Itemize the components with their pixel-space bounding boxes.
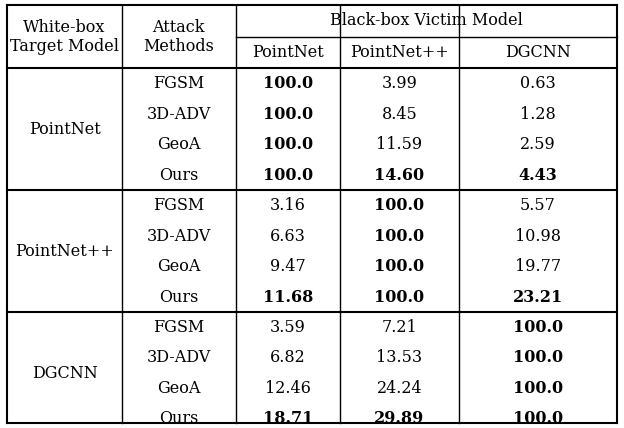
Text: 100.0: 100.0 (263, 166, 313, 184)
Text: 100.0: 100.0 (374, 228, 424, 244)
Text: PointNet: PointNet (29, 121, 100, 138)
Text: 3D-ADV: 3D-ADV (147, 350, 211, 366)
Text: 100.0: 100.0 (263, 106, 313, 123)
Text: Ours: Ours (159, 288, 198, 306)
Text: 14.60: 14.60 (374, 166, 424, 184)
Text: 100.0: 100.0 (512, 319, 563, 336)
Text: 23.21: 23.21 (512, 288, 563, 306)
Text: DGCNN: DGCNN (32, 365, 97, 382)
Text: PointNet: PointNet (252, 44, 324, 61)
Text: 9.47: 9.47 (270, 258, 306, 275)
Text: 0.63: 0.63 (520, 75, 555, 92)
Text: FGSM: FGSM (153, 75, 205, 92)
Text: Black-box Victim Model: Black-box Victim Model (329, 12, 523, 30)
Text: GeoA: GeoA (157, 136, 200, 153)
Text: 6.63: 6.63 (270, 228, 306, 244)
Text: 7.21: 7.21 (381, 319, 417, 336)
Text: 100.0: 100.0 (512, 350, 563, 366)
Text: 5.57: 5.57 (520, 197, 555, 214)
Text: GeoA: GeoA (157, 258, 200, 275)
Text: FGSM: FGSM (153, 197, 205, 214)
Text: 3.99: 3.99 (381, 75, 417, 92)
Text: 100.0: 100.0 (374, 197, 424, 214)
Text: DGCNN: DGCNN (505, 44, 570, 61)
Text: PointNet++: PointNet++ (15, 243, 114, 260)
Text: 24.24: 24.24 (376, 380, 422, 397)
Text: 4.43: 4.43 (518, 166, 557, 184)
Text: FGSM: FGSM (153, 319, 205, 336)
Text: 100.0: 100.0 (374, 258, 424, 275)
Text: GeoA: GeoA (157, 380, 200, 397)
Text: 11.59: 11.59 (376, 136, 422, 153)
Text: 11.68: 11.68 (263, 288, 313, 306)
Text: 2.59: 2.59 (520, 136, 555, 153)
Text: Ours: Ours (159, 166, 198, 184)
Text: 13.53: 13.53 (376, 350, 422, 366)
Text: 3D-ADV: 3D-ADV (147, 106, 211, 123)
Text: Ours: Ours (159, 410, 198, 428)
Text: Attack
Methods: Attack Methods (144, 18, 214, 55)
Text: 29.89: 29.89 (374, 410, 424, 428)
Text: 8.45: 8.45 (381, 106, 417, 123)
Text: 18.71: 18.71 (263, 410, 313, 428)
Text: 6.82: 6.82 (270, 350, 306, 366)
Text: White-box
Target Model: White-box Target Model (10, 18, 119, 55)
Text: 1.28: 1.28 (520, 106, 555, 123)
Text: 3D-ADV: 3D-ADV (147, 228, 211, 244)
Text: 100.0: 100.0 (263, 136, 313, 153)
Text: 12.46: 12.46 (265, 380, 311, 397)
Text: 3.16: 3.16 (270, 197, 306, 214)
Text: PointNet++: PointNet++ (350, 44, 449, 61)
Text: 3.59: 3.59 (270, 319, 306, 336)
Text: 100.0: 100.0 (263, 75, 313, 92)
Text: 19.77: 19.77 (515, 258, 560, 275)
Text: 10.98: 10.98 (515, 228, 560, 244)
Text: 100.0: 100.0 (512, 380, 563, 397)
Text: 100.0: 100.0 (374, 288, 424, 306)
Text: 100.0: 100.0 (512, 410, 563, 428)
